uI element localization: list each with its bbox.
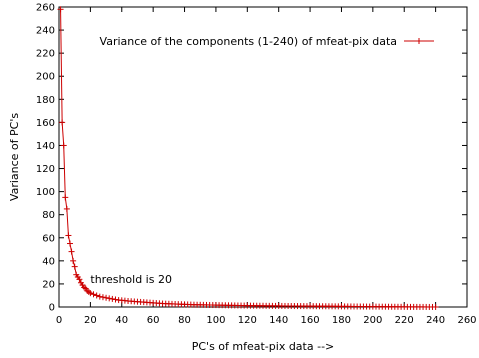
data-point xyxy=(59,119,66,126)
data-point xyxy=(106,295,113,302)
x-tick-label-120: 120 xyxy=(238,315,257,326)
x-tick-label-80: 80 xyxy=(178,315,191,326)
data-point xyxy=(60,142,67,149)
data-point xyxy=(62,194,69,201)
x-axis-label: PC's of mfeat-pix data --> xyxy=(192,340,335,353)
x-tick-label-0: 0 xyxy=(56,315,62,326)
x-tick-label-160: 160 xyxy=(301,315,320,326)
y-tick-label-60: 60 xyxy=(42,233,55,244)
series-line-0 xyxy=(60,9,436,308)
data-point xyxy=(66,240,73,247)
y-tick-label-160: 160 xyxy=(36,118,55,129)
y-tick-label-200: 200 xyxy=(36,72,55,83)
y-tick-label-240: 240 xyxy=(36,26,55,37)
plot-frame xyxy=(58,6,468,308)
data-point xyxy=(76,276,83,283)
data-point xyxy=(90,291,97,298)
x-tick-label-140: 140 xyxy=(269,315,288,326)
data-point xyxy=(432,303,439,310)
data-point xyxy=(63,205,70,212)
y-axis-label-group: Variance of PC's xyxy=(8,113,21,201)
y-tick-label-20: 20 xyxy=(42,279,55,290)
ticks-group: 0 20 40 60 80 100 120 140 160 180 200 220 240 260 0 20 4… xyxy=(36,3,477,327)
data-point xyxy=(93,292,100,299)
series-0 xyxy=(57,6,439,310)
data-point xyxy=(112,296,119,303)
y-axis-label: Variance of PC's xyxy=(8,113,21,201)
data-point xyxy=(87,290,94,297)
y-tick-label-40: 40 xyxy=(42,256,55,267)
data-point xyxy=(71,263,78,270)
data-point xyxy=(65,232,72,239)
x-tick-label-260: 260 xyxy=(457,315,476,326)
x-tick-label-240: 240 xyxy=(426,315,445,326)
data-point xyxy=(68,248,75,255)
y-tick-label-120: 120 xyxy=(36,164,55,175)
y-tick-label-80: 80 xyxy=(42,210,55,221)
data-point xyxy=(96,293,103,300)
x-tick-label-20: 20 xyxy=(84,315,97,326)
x-tick-label-220: 220 xyxy=(395,315,414,326)
y-tick-label-100: 100 xyxy=(36,187,55,198)
x-tick-label-100: 100 xyxy=(206,315,225,326)
legend: Variance of the components (1-240) of mf… xyxy=(100,35,434,48)
data-point xyxy=(109,295,116,302)
data-point xyxy=(70,257,77,264)
y-tick-label-260: 260 xyxy=(36,3,55,14)
threshold-annotation: threshold is 20 xyxy=(90,273,172,286)
data-point xyxy=(57,6,64,13)
x-tick-label-40: 40 xyxy=(115,315,128,326)
x-tick-label-60: 60 xyxy=(147,315,160,326)
data-point xyxy=(99,294,106,301)
y-tick-label-180: 180 xyxy=(36,95,55,106)
data-point xyxy=(103,294,110,301)
y-tick-label-0: 0 xyxy=(49,303,55,314)
y-tick-label-140: 140 xyxy=(36,141,55,152)
legend-label: Variance of the components (1-240) of mf… xyxy=(100,35,397,48)
x-tick-label-180: 180 xyxy=(332,315,351,326)
y-tick-label-220: 220 xyxy=(36,49,55,60)
x-tick-label-200: 200 xyxy=(363,315,382,326)
